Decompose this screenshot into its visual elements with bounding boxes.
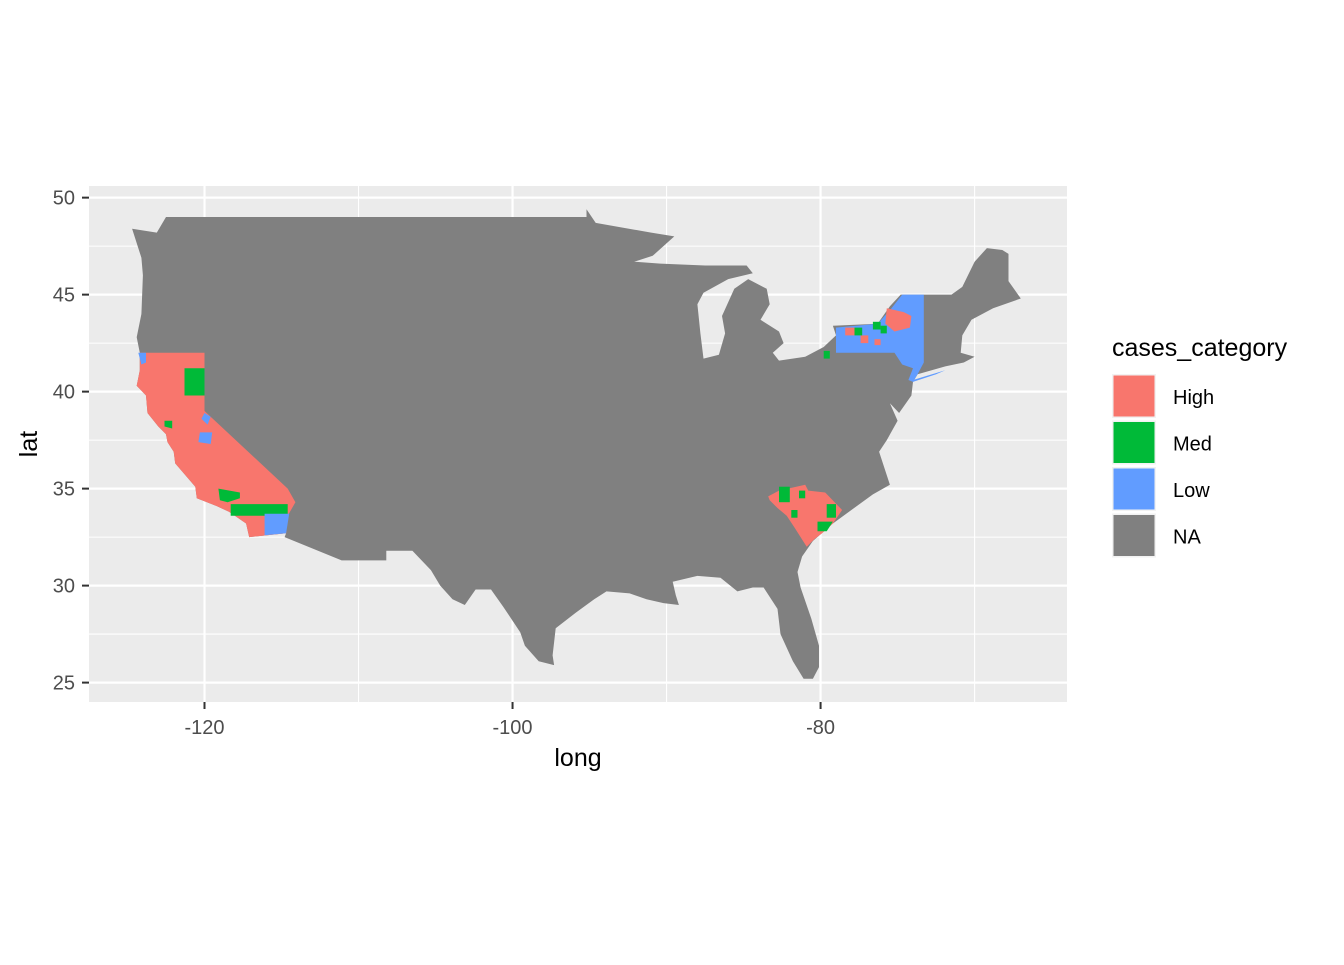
legend-label-high: High (1173, 387, 1214, 409)
region-sc-med-pee-dee (826, 504, 836, 518)
region-ca-low-alpine (201, 413, 211, 425)
legend-swatch-high (1113, 375, 1155, 417)
region-conterminous-us (132, 209, 1021, 679)
y-tick-label: 40 (53, 382, 75, 404)
region-ca-med-desert (230, 504, 288, 516)
legend-entries: High Med Low NA (1112, 374, 1214, 558)
legend-swatch-low (1113, 468, 1155, 510)
region-ca-low-mariposa (198, 432, 213, 444)
region-ca-low-del-norte (138, 352, 146, 365)
region-sc-med-coast (817, 521, 833, 532)
legend: cases_category High Med Low NA (1112, 334, 1288, 558)
region-ny-high-north (885, 308, 912, 332)
region-sc-med-upstate (779, 486, 790, 503)
region-ny-med-3 (880, 325, 887, 334)
x-tick-label: -80 (806, 717, 835, 739)
region-california (136, 352, 296, 538)
map-regions (132, 209, 1021, 679)
region-ny-high-2 (874, 339, 881, 346)
legend-label-low: Low (1173, 480, 1210, 502)
y-tick-label: 35 (53, 479, 75, 501)
y-axis-title: lat (15, 431, 43, 457)
legend-swatch-na (1113, 515, 1155, 556)
y-tick-label: 25 (53, 673, 75, 695)
legend-swatch-med (1113, 422, 1155, 463)
x-axis-title: long (554, 744, 601, 772)
region-ny-high-1 (860, 335, 869, 344)
y-tick-label: 45 (53, 285, 75, 307)
region-ny-med-2 (872, 321, 881, 330)
y-axis: 25 30 35 40 45 50 (53, 188, 89, 695)
legend-label-med: Med (1173, 434, 1212, 456)
region-ca-med-plumas (184, 368, 205, 396)
region-ny-med-1 (854, 327, 863, 336)
y-tick-label: 30 (53, 576, 75, 598)
region-ca-med-napa (164, 420, 173, 429)
region-ny-high-3 (845, 327, 855, 336)
x-tick-label: -100 (493, 717, 533, 739)
legend-label-na: NA (1173, 527, 1201, 549)
x-axis: -120 -100 -80 (184, 702, 835, 739)
region-ny-med-erie (823, 350, 830, 359)
region-ca-low-imperial (264, 513, 290, 536)
region-sc-med-1 (799, 490, 806, 499)
legend-title: cases_category (1112, 334, 1288, 362)
region-ca-med-kern (218, 488, 240, 503)
x-tick-label: -120 (184, 717, 224, 739)
y-tick-label: 50 (53, 188, 75, 210)
region-sc-med-2 (791, 510, 798, 518)
region-ny-long-island (913, 370, 946, 382)
